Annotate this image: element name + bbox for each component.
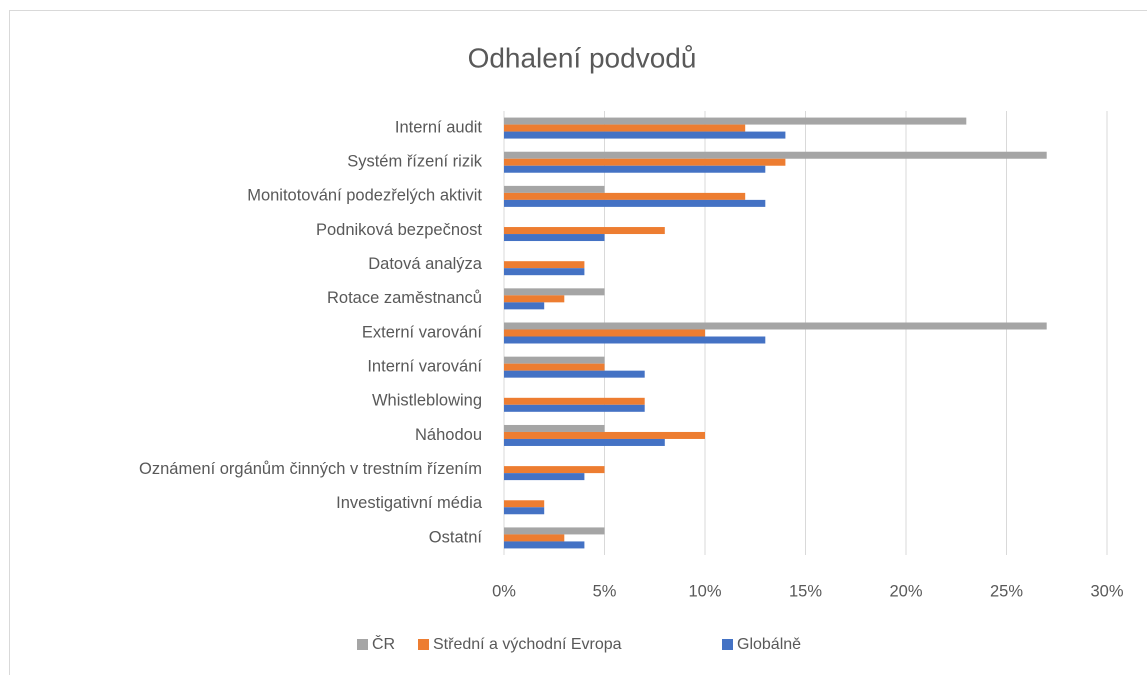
bar bbox=[504, 336, 766, 344]
legend-label: ČR bbox=[372, 634, 395, 653]
x-tick-label: 5% bbox=[593, 582, 617, 600]
x-tick-label: 15% bbox=[789, 582, 822, 600]
bar bbox=[504, 329, 705, 337]
bar bbox=[504, 404, 645, 412]
bar bbox=[504, 288, 605, 296]
y-tick-label: Náhodou bbox=[415, 426, 482, 444]
y-tick-label: Oznámení orgánům činných v trestním říze… bbox=[139, 460, 482, 478]
bar bbox=[504, 227, 665, 235]
legend-swatch bbox=[357, 639, 368, 650]
y-tick-label: Investigativní média bbox=[336, 494, 483, 512]
bar bbox=[504, 322, 1047, 330]
x-tick-label: 20% bbox=[889, 582, 922, 600]
bar bbox=[504, 192, 746, 200]
chart-title: Odhalení podvodů bbox=[468, 42, 697, 73]
bar bbox=[504, 199, 766, 207]
legend-label: Globálně bbox=[737, 636, 801, 653]
bar bbox=[504, 431, 705, 439]
bar bbox=[504, 363, 605, 371]
bar bbox=[504, 370, 645, 378]
y-tick-label: Ostatní bbox=[429, 528, 483, 546]
bar bbox=[504, 534, 565, 542]
y-tick-label: Interní varování bbox=[367, 358, 482, 376]
bar bbox=[504, 507, 545, 515]
y-tick-label: Interní audit bbox=[395, 118, 483, 136]
bar bbox=[504, 500, 545, 508]
bar bbox=[504, 165, 766, 173]
y-tick-label: Externí varování bbox=[362, 323, 483, 341]
bar bbox=[504, 356, 605, 364]
bar bbox=[504, 466, 605, 474]
bar bbox=[504, 234, 605, 242]
x-tick-label: 30% bbox=[1090, 582, 1123, 600]
bar bbox=[504, 302, 545, 310]
legend-swatch bbox=[418, 639, 429, 650]
bar bbox=[504, 527, 605, 535]
bar bbox=[504, 473, 585, 481]
bar bbox=[504, 397, 645, 405]
y-tick-label: Datová analýza bbox=[368, 255, 483, 273]
bar bbox=[504, 158, 786, 166]
y-tick-label: Monitotování podezřelých aktivit bbox=[247, 187, 482, 205]
y-tick-label: Systém řízení rizik bbox=[347, 153, 483, 171]
bar bbox=[504, 151, 1047, 159]
x-tick-label: 25% bbox=[990, 582, 1023, 600]
bar bbox=[504, 185, 605, 193]
bar bbox=[504, 117, 967, 125]
y-tick-label: Rotace zaměstnanců bbox=[327, 289, 482, 307]
bar bbox=[504, 541, 585, 549]
legend-swatch bbox=[722, 639, 733, 650]
y-tick-label: Whistleblowing bbox=[372, 392, 482, 410]
bar bbox=[504, 438, 665, 446]
y-tick-label: Podniková bezpečnost bbox=[316, 221, 482, 239]
bar bbox=[504, 424, 605, 432]
bar bbox=[504, 131, 786, 139]
x-tick-label: 10% bbox=[688, 582, 721, 600]
x-tick-label: 0% bbox=[492, 582, 516, 600]
bar bbox=[504, 295, 565, 303]
bar bbox=[504, 261, 585, 269]
legend-label: Střední a východní Evropa bbox=[433, 636, 622, 653]
bar bbox=[504, 124, 746, 132]
bar bbox=[504, 268, 585, 276]
